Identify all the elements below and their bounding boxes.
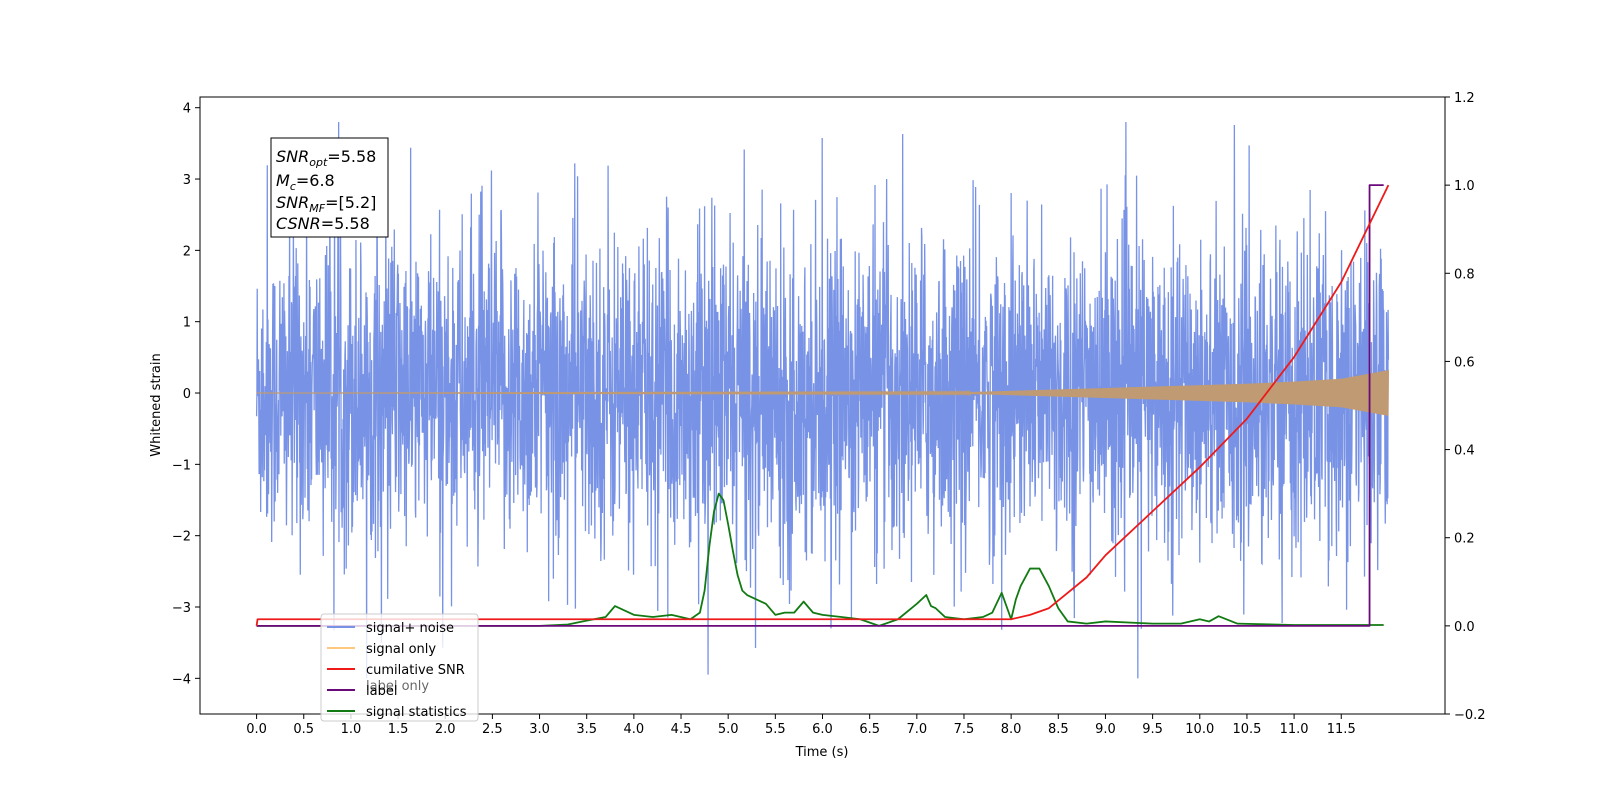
signal-noise-line — [255, 121, 1390, 679]
legend-hidden-text: label only — [366, 679, 429, 694]
y-tick-label: 3 — [183, 173, 191, 188]
annotation-snr-opt: SNRopt=5.58 — [276, 147, 376, 169]
y2-tick-label: −0.2 — [1454, 708, 1486, 723]
legend-cumulative-snr-label: cumilative SNR — [366, 663, 465, 678]
y-tick-label: 0 — [183, 387, 191, 402]
x-tick-label: 7.0 — [906, 722, 927, 737]
annotation-mc: Mc=6.8 — [276, 171, 335, 193]
x-tick-label: 9.0 — [1095, 722, 1116, 737]
right-axis-series — [255, 184, 1390, 627]
x-axis-ticks: 0.0 0.5 1.0 1.5 2.0 2.5 3.0 3.5 4.0 4.5 5.0 5.5 6.0 6… — [246, 714, 1356, 737]
annotation-mc-symbol: M — [276, 171, 290, 190]
signal-only-series — [256, 370, 1390, 416]
annotation-snr-mf: SNRMF=[5.2] — [276, 193, 376, 215]
y-tick-label: 1 — [183, 316, 191, 331]
x-tick-label: 10.5 — [1232, 722, 1261, 737]
legend-label-label: label — [366, 684, 397, 699]
legend: label only signal+ noise signal only cumil… — [320, 613, 479, 722]
y2-tick-label: 0.4 — [1454, 444, 1475, 459]
x-tick-label: 5.5 — [765, 722, 786, 737]
legend-signal-statistics-label: signal statistics — [366, 705, 467, 720]
annotation-csnr-value: =5.58 — [321, 214, 370, 233]
y2-tick-label: 0.2 — [1454, 532, 1475, 547]
y-tick-label: 4 — [183, 102, 191, 117]
y-tick-label: 2 — [183, 244, 191, 259]
label-line — [256, 184, 1384, 627]
x-tick-label: 11.5 — [1327, 722, 1356, 737]
y2-tick-label: 1.0 — [1454, 179, 1475, 194]
y2-tick-label: 0.8 — [1454, 267, 1475, 282]
x-tick-label: 10.0 — [1185, 722, 1214, 737]
x-tick-label: 0.5 — [293, 722, 314, 737]
x-tick-label: 4.5 — [671, 722, 692, 737]
x-tick-label: 8.5 — [1048, 722, 1069, 737]
annotation-mc-value: =6.8 — [296, 171, 335, 190]
x-tick-label: 1.5 — [388, 722, 409, 737]
signal-noise-series — [255, 121, 1390, 679]
signal-only-line — [256, 370, 1390, 416]
x-tick-label: 6.5 — [859, 722, 880, 737]
cumulative-snr-line — [255, 184, 1390, 626]
x-tick-label: 6.0 — [812, 722, 833, 737]
annotation-snr-mf-value: =[5.2] — [325, 193, 376, 212]
annotation-snr-mf-subscript: MF — [309, 202, 325, 215]
annotation-snr-opt-value: =5.58 — [327, 147, 376, 166]
y-tick-label: −2 — [172, 530, 191, 545]
x-tick-label: 8.0 — [1001, 722, 1022, 737]
annotation-snr-opt-symbol: SNR — [276, 147, 309, 166]
y-tick-label: −1 — [172, 458, 191, 473]
x-tick-label: 4.0 — [624, 722, 645, 737]
annotation-frame — [270, 137, 389, 238]
annotation-snr-opt-subscript: opt — [309, 156, 328, 169]
y2-axis-ticks: −0.2 0.0 0.2 0.4 0.6 0.8 1.0 1.2 — [1445, 91, 1486, 723]
x-tick-label: 11.0 — [1280, 722, 1309, 737]
x-axis-label: Time (s) — [795, 745, 849, 760]
annotation-snr-mf-symbol: SNR — [276, 193, 309, 212]
x-tick-label: 3.0 — [529, 722, 550, 737]
x-tick-label: 9.5 — [1142, 722, 1163, 737]
x-tick-label: 7.5 — [954, 722, 975, 737]
annotation-csnr-symbol: CSNR — [276, 214, 321, 233]
y-axis-ticks: −4 −3 −2 −1 0 1 2 3 4 — [172, 102, 200, 687]
x-tick-label: 2.5 — [482, 722, 503, 737]
legend-signal-only-label: signal only — [366, 642, 436, 657]
annotation-csnr: CSNR=5.58 — [276, 214, 370, 233]
annotation-mc-subscript: c — [290, 180, 296, 193]
x-tick-label: 0.0 — [246, 722, 267, 737]
x-tick-label: 3.5 — [576, 722, 597, 737]
annotation-box: SNRopt=5.58 Mc=6.8 SNRMF=[5.2] CSNR=5.58 — [270, 137, 389, 238]
y2-tick-label: 0.0 — [1454, 620, 1475, 635]
y-tick-label: −3 — [172, 601, 191, 616]
y-axis-label: Whitened strain — [149, 353, 164, 456]
x-tick-label: 2.0 — [435, 722, 456, 737]
legend-signal-noise-label: signal+ noise — [366, 621, 454, 636]
y-tick-label: −4 — [172, 672, 191, 687]
y2-tick-label: 0.6 — [1454, 355, 1475, 370]
plot-area — [255, 121, 1390, 679]
y2-tick-label: 1.2 — [1454, 91, 1475, 106]
x-tick-label: 5.0 — [718, 722, 739, 737]
legend-frame — [320, 613, 479, 722]
x-tick-label: 1.0 — [341, 722, 362, 737]
